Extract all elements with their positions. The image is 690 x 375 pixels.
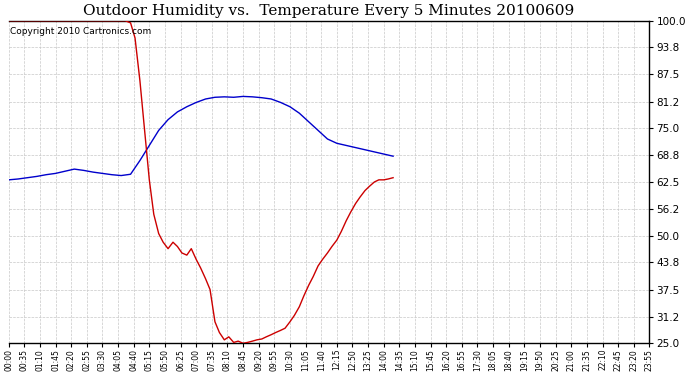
Text: Copyright 2010 Cartronics.com: Copyright 2010 Cartronics.com — [10, 27, 151, 36]
Title: Outdoor Humidity vs.  Temperature Every 5 Minutes 20100609: Outdoor Humidity vs. Temperature Every 5… — [83, 4, 575, 18]
